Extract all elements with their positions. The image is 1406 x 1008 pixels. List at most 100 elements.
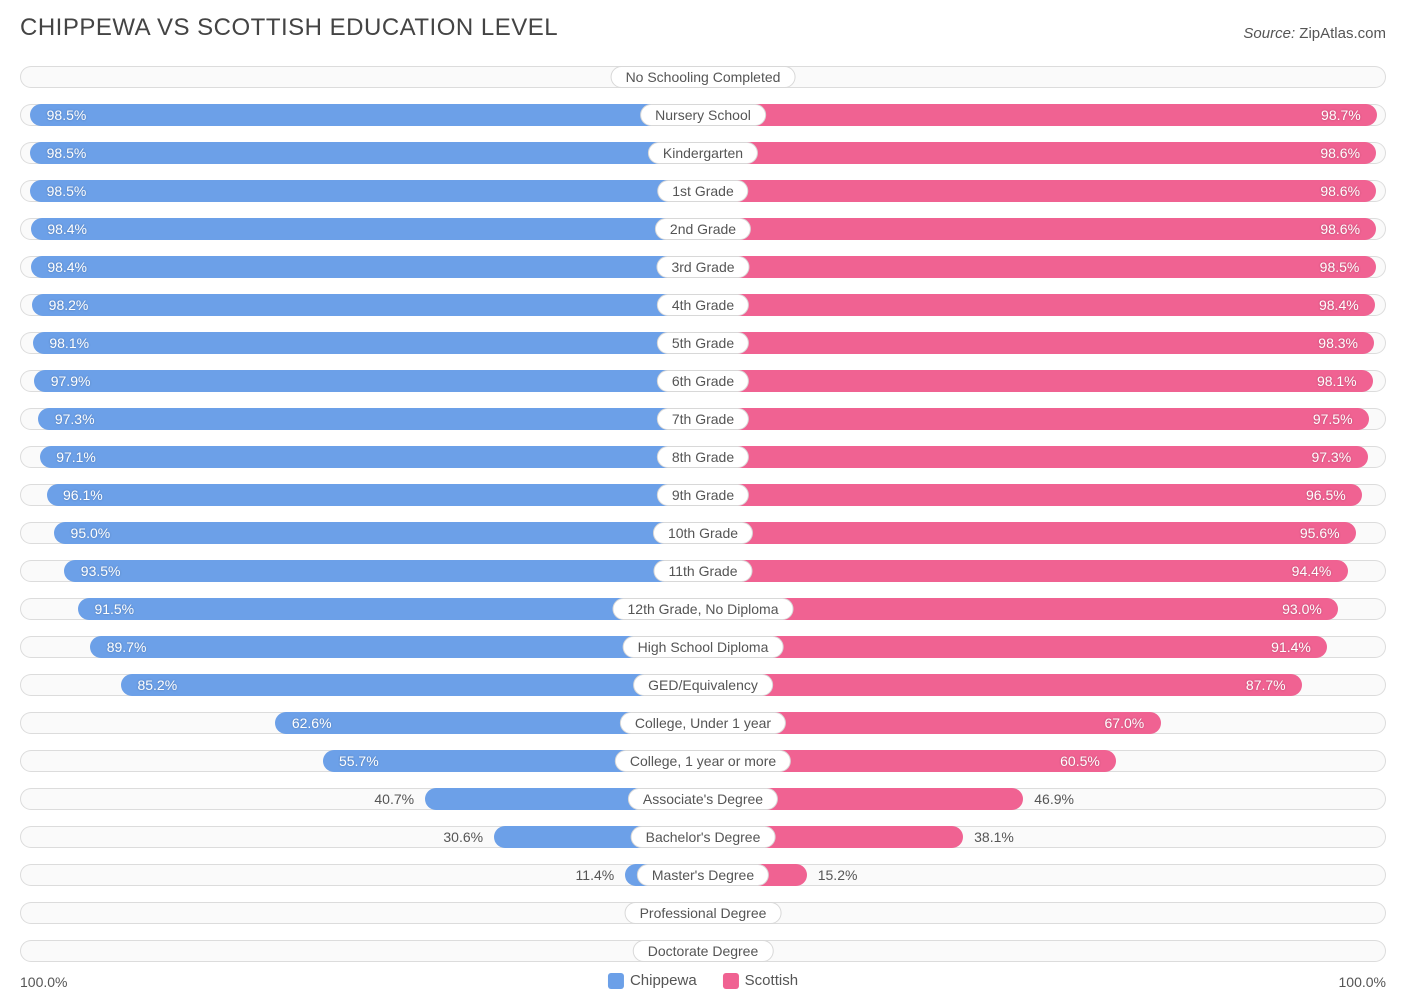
chart-row: 97.9%98.1%6th Grade [20, 364, 1386, 398]
chart-row: 3.5%4.6%Professional Degree [20, 896, 1386, 930]
category-label: 7th Grade [657, 408, 749, 430]
source-attribution: Source: ZipAtlas.com [1243, 25, 1386, 42]
chart-row: 98.5%98.7%Nursery School [20, 98, 1386, 132]
value-right: 98.1% [1317, 364, 1357, 398]
value-left: 97.3% [55, 402, 95, 436]
chart-rows: 1.6%1.4%No Schooling Completed 98.5%98.7%… [20, 60, 1386, 968]
bar-left [64, 560, 703, 582]
value-right: 98.6% [1320, 136, 1360, 170]
category-label: College, 1 year or more [615, 750, 791, 772]
value-right: 94.4% [1292, 554, 1332, 588]
bar-left [40, 446, 703, 468]
value-left: 98.5% [47, 98, 87, 132]
value-left: 97.1% [56, 440, 96, 474]
value-right: 98.4% [1319, 288, 1359, 322]
bar-right [703, 294, 1375, 316]
bar-left [31, 256, 703, 278]
category-label: 4th Grade [657, 294, 749, 316]
chart-row: 97.3%97.5%7th Grade [20, 402, 1386, 436]
chart-row: 55.7% 60.5% College, 1 year or more [20, 744, 1386, 778]
value-left: 98.4% [47, 212, 87, 246]
value-left: 30.6% [443, 820, 483, 854]
chart-footer: 100.0% 100.0% Chippewa Scottish [20, 972, 1386, 998]
track-left [20, 940, 703, 962]
bar-right [703, 636, 1327, 658]
value-right: 93.0% [1282, 592, 1322, 626]
bar-left [32, 294, 703, 316]
value-right: 97.3% [1311, 440, 1351, 474]
category-label: 8th Grade [657, 446, 749, 468]
bar-right [703, 598, 1338, 620]
track-left [20, 902, 703, 924]
chart-row: 98.2% 98.4% 4th Grade [20, 288, 1386, 322]
category-label: Nursery School [640, 104, 766, 126]
chart-header: CHIPPEWA VS SCOTTISH EDUCATION LEVEL Sou… [20, 14, 1386, 42]
value-left: 98.5% [47, 136, 87, 170]
category-label: 10th Grade [653, 522, 753, 544]
bar-right [703, 370, 1373, 392]
track-right [703, 66, 1386, 88]
bar-left [90, 636, 703, 658]
category-label: 3rd Grade [656, 256, 749, 278]
value-left: 40.7% [374, 782, 414, 816]
category-label: No Schooling Completed [611, 66, 796, 88]
bar-left [30, 142, 703, 164]
category-label: Professional Degree [625, 902, 782, 924]
bar-right [703, 674, 1302, 696]
chart-row: 95.0%95.6%10th Grade [20, 516, 1386, 550]
value-left: 98.5% [47, 174, 87, 208]
axis-max-right: 100.0% [1339, 974, 1386, 990]
category-label: Kindergarten [648, 142, 758, 164]
value-left: 93.5% [81, 554, 121, 588]
value-left: 55.7% [339, 744, 379, 778]
axis-max-left: 100.0% [20, 974, 67, 990]
bar-right [703, 218, 1376, 240]
value-left: 11.4% [576, 858, 615, 892]
value-right: 60.5% [1060, 744, 1100, 778]
chart-row: 93.5% 94.4% 11th Grade [20, 554, 1386, 588]
value-right: 96.5% [1306, 478, 1346, 512]
value-left: 97.9% [51, 364, 91, 398]
category-label: Associate's Degree [628, 788, 778, 810]
chart-row: 11.4%15.2%Master's Degree [20, 858, 1386, 892]
bar-right [703, 104, 1377, 126]
category-label: Master's Degree [637, 864, 769, 886]
bar-right [703, 484, 1362, 506]
value-right: 38.1% [974, 820, 1014, 854]
category-label: 9th Grade [657, 484, 749, 506]
category-label: 11th Grade [653, 560, 752, 582]
value-left: 98.2% [49, 288, 89, 322]
bar-right [703, 180, 1376, 202]
bar-left [47, 484, 703, 506]
category-label: Bachelor's Degree [631, 826, 776, 848]
source-label: Source: [1243, 25, 1295, 42]
category-label: 5th Grade [657, 332, 749, 354]
chart-row: 98.5% 98.6% Kindergarten [20, 136, 1386, 170]
value-right: 98.6% [1320, 212, 1360, 246]
value-left: 62.6% [292, 706, 332, 740]
chart-row: 62.6%67.0%College, Under 1 year [20, 706, 1386, 740]
track-right [703, 940, 1386, 962]
value-left: 89.7% [107, 630, 147, 664]
bar-left [30, 104, 703, 126]
bar-right [703, 560, 1348, 582]
bar-left [31, 218, 703, 240]
chart-row: 40.7%46.9%Associate's Degree [20, 782, 1386, 816]
category-label: 1st Grade [657, 180, 748, 202]
category-label: 12th Grade, No Diploma [613, 598, 794, 620]
chart-row: 1.5%2.0%Doctorate Degree [20, 934, 1386, 968]
chart-title: CHIPPEWA VS SCOTTISH EDUCATION LEVEL [20, 14, 558, 42]
chart-row: 30.6% 38.1% Bachelor's Degree [20, 820, 1386, 854]
bar-left [78, 598, 703, 620]
category-label: High School Diploma [623, 636, 784, 658]
bar-right [703, 408, 1369, 430]
bar-right [703, 256, 1376, 278]
bar-left [33, 332, 703, 354]
chart-row: 1.6%1.4%No Schooling Completed [20, 60, 1386, 94]
value-right: 67.0% [1105, 706, 1145, 740]
chart-row: 98.4%98.6%2nd Grade [20, 212, 1386, 246]
chart-row: 98.5%98.6%1st Grade [20, 174, 1386, 208]
value-right: 98.3% [1318, 326, 1358, 360]
track-left [20, 66, 703, 88]
value-left: 95.0% [71, 516, 111, 550]
